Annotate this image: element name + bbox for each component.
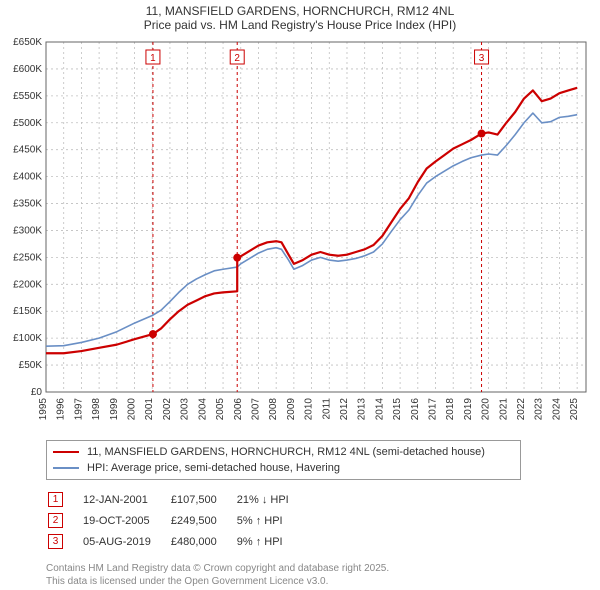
svg-text:2020: 2020 xyxy=(481,398,492,421)
event-date: 19-OCT-2005 xyxy=(83,511,169,530)
svg-text:£400K: £400K xyxy=(13,172,42,183)
svg-text:2004: 2004 xyxy=(197,398,208,421)
svg-text:2017: 2017 xyxy=(428,398,439,421)
svg-text:1998: 1998 xyxy=(91,398,102,421)
events-table: 1 12-JAN-2001£107,50021% ↓ HPI 2 19-OCT-200… xyxy=(46,488,309,553)
svg-text:2: 2 xyxy=(234,53,240,64)
svg-text:£650K: £650K xyxy=(13,37,42,48)
svg-text:2018: 2018 xyxy=(445,398,456,421)
svg-text:£200K: £200K xyxy=(13,279,42,290)
legend-swatch xyxy=(53,451,79,453)
svg-text:2019: 2019 xyxy=(463,398,474,421)
chart-area: £0 £50K £100K £150K £200K £250K £300K £350K £400… xyxy=(0,32,600,432)
svg-text:2011: 2011 xyxy=(321,398,332,420)
svg-text:1996: 1996 xyxy=(56,398,67,421)
svg-text:1995: 1995 xyxy=(38,398,49,421)
svg-text:2000: 2000 xyxy=(127,398,138,421)
event-row: 2 19-OCT-2005£249,5005% ↑ HPI xyxy=(48,511,307,530)
svg-text:2013: 2013 xyxy=(357,398,368,421)
svg-text:2008: 2008 xyxy=(268,398,279,421)
chart-title-line2: Price paid vs. HM Land Registry's House … xyxy=(0,18,600,32)
svg-text:2009: 2009 xyxy=(286,398,297,421)
svg-text:2005: 2005 xyxy=(215,398,226,421)
svg-text:2006: 2006 xyxy=(233,398,244,421)
event-date: 12-JAN-2001 xyxy=(83,490,169,509)
svg-text:£150K: £150K xyxy=(13,306,42,317)
footnote: Contains HM Land Registry data © Crown c… xyxy=(46,563,600,588)
svg-text:2023: 2023 xyxy=(534,398,545,421)
svg-text:1: 1 xyxy=(150,53,156,64)
event-delta: 21% ↓ HPI xyxy=(237,490,307,509)
legend-item: HPI: Average price, semi-detached house,… xyxy=(53,460,514,476)
event-date: 05-AUG-2019 xyxy=(83,532,169,551)
svg-text:£450K: £450K xyxy=(13,145,42,156)
svg-text:£0: £0 xyxy=(31,387,43,398)
svg-text:2024: 2024 xyxy=(551,398,562,421)
svg-text:£50K: £50K xyxy=(19,360,43,371)
legend-item: 11, MANSFIELD GARDENS, HORNCHURCH, RM12 … xyxy=(53,444,514,460)
svg-text:1999: 1999 xyxy=(109,398,120,421)
event-delta: 9% ↑ HPI xyxy=(237,532,307,551)
event-delta: 5% ↑ HPI xyxy=(237,511,307,530)
svg-text:1997: 1997 xyxy=(73,398,84,421)
legend-label: HPI: Average price, semi-detached house,… xyxy=(87,462,340,474)
svg-text:2002: 2002 xyxy=(162,398,173,421)
svg-text:2025: 2025 xyxy=(569,398,580,421)
svg-text:2007: 2007 xyxy=(250,398,261,421)
event-number-box: 1 xyxy=(48,492,63,507)
svg-text:£100K: £100K xyxy=(13,333,42,344)
svg-text:2021: 2021 xyxy=(498,398,509,421)
svg-text:2016: 2016 xyxy=(410,398,421,421)
line-chart-svg: £0 £50K £100K £150K £200K £250K £300K £350K £400… xyxy=(0,32,600,432)
footnote-line2: This data is licensed under the Open Gov… xyxy=(46,576,600,589)
svg-text:£500K: £500K xyxy=(13,118,42,129)
svg-text:£250K: £250K xyxy=(13,252,42,263)
legend-swatch xyxy=(53,467,79,469)
legend-label: 11, MANSFIELD GARDENS, HORNCHURCH, RM12 … xyxy=(87,446,485,458)
legend: 11, MANSFIELD GARDENS, HORNCHURCH, RM12 … xyxy=(46,440,521,480)
svg-text:2015: 2015 xyxy=(392,398,403,421)
svg-text:2014: 2014 xyxy=(374,398,385,421)
svg-text:£300K: £300K xyxy=(13,225,42,236)
svg-text:£350K: £350K xyxy=(13,199,42,210)
svg-text:2003: 2003 xyxy=(180,398,191,421)
event-price: £480,000 xyxy=(171,532,235,551)
event-number-box: 2 xyxy=(48,513,63,528)
svg-text:£550K: £550K xyxy=(13,91,42,102)
event-price: £107,500 xyxy=(171,490,235,509)
event-number-box: 3 xyxy=(48,534,63,549)
svg-text:2022: 2022 xyxy=(516,398,527,421)
svg-text:2010: 2010 xyxy=(304,398,315,421)
svg-text:3: 3 xyxy=(479,53,485,64)
event-row: 3 05-AUG-2019£480,0009% ↑ HPI xyxy=(48,532,307,551)
event-row: 1 12-JAN-2001£107,50021% ↓ HPI xyxy=(48,490,307,509)
footnote-line1: Contains HM Land Registry data © Crown c… xyxy=(46,563,600,576)
svg-text:2012: 2012 xyxy=(339,398,350,421)
svg-text:£600K: £600K xyxy=(13,64,42,75)
chart-title-line1: 11, MANSFIELD GARDENS, HORNCHURCH, RM12 … xyxy=(0,0,600,18)
svg-text:2001: 2001 xyxy=(144,398,155,421)
event-price: £249,500 xyxy=(171,511,235,530)
